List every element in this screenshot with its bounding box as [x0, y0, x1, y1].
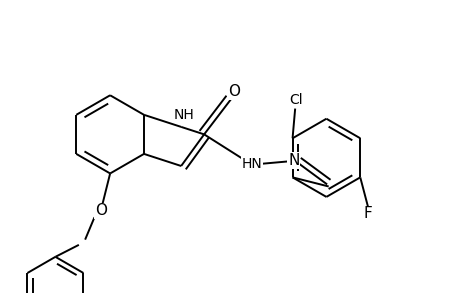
Text: N: N	[287, 153, 299, 168]
Text: O: O	[227, 84, 239, 99]
Text: F: F	[363, 206, 372, 221]
Text: O: O	[95, 203, 106, 218]
Text: Cl: Cl	[289, 93, 302, 107]
Text: NH: NH	[173, 108, 194, 122]
Text: HN: HN	[241, 157, 262, 171]
